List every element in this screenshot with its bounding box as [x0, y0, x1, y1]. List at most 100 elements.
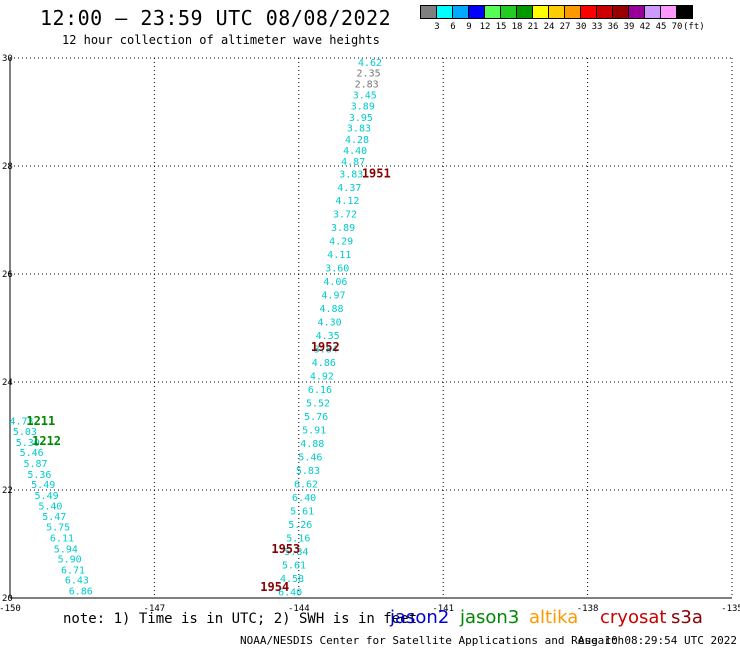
data-point-label: 2.83 [355, 79, 379, 90]
data-point-label: 5.52 [306, 399, 330, 410]
data-point-label: 6.11 [50, 534, 74, 545]
data-point-label: 5.91 [302, 426, 326, 437]
pass-time-label: 1212 [32, 434, 61, 448]
sat-s3a: s3a [671, 607, 703, 628]
legend-label: 6 [450, 22, 456, 32]
legend-label: 42 [639, 22, 651, 32]
legend-label: 70 [671, 22, 683, 32]
data-point-label: 5.84 [284, 547, 308, 558]
legend-label: 9 [466, 22, 472, 32]
data-point-label: 4.92 [310, 372, 334, 383]
data-point-label: 4.37 [337, 183, 361, 194]
legend-label: 39 [623, 22, 635, 32]
data-point-label: 6.40 [278, 588, 302, 599]
data-point-label: 5.61 [282, 561, 306, 572]
data-point-label: 4.06 [323, 277, 347, 288]
data-point-label: 6.86 [69, 586, 93, 597]
data-point-label: 3.89 [331, 223, 355, 234]
data-point-label: 4.97 [321, 291, 345, 302]
legend-label: 45 [655, 22, 667, 32]
x-tick-label: -135 [721, 604, 740, 614]
x-tick-label: -150 [0, 604, 21, 614]
y-tick-label: 20 [2, 594, 13, 604]
legend-label: 27 [559, 22, 571, 32]
chart-subtitle: 12 hour collection of altimeter wave hei… [62, 33, 380, 47]
data-point-label: 5.83 [296, 466, 320, 477]
sat-jason2: jason2 [390, 607, 450, 628]
data-point-label: 6.40 [292, 493, 316, 504]
data-point-label: 5.75 [46, 523, 70, 534]
data-point-label: 4.12 [335, 196, 359, 207]
data-point-label: 5.47 [42, 512, 66, 523]
data-point-label: 4.73 [10, 416, 34, 427]
credit-line: NOAA/NESDIS Center for Satellite Applica… [240, 634, 625, 647]
data-point-label: 5.46 [298, 453, 322, 464]
data-point-label: 4.88 [319, 304, 343, 315]
data-point-label: 4.29 [329, 237, 353, 248]
sat-cryosat: cryosat [600, 607, 667, 628]
pass-time-label: 1211 [26, 414, 55, 428]
data-point-label: 5.87 [23, 459, 47, 470]
data-point-label: 4.28 [345, 135, 369, 146]
data-point-label: 5.46 [20, 448, 44, 459]
legend-swatches [420, 5, 693, 19]
data-point-label: 3.45 [353, 91, 377, 102]
pass-time-label: 1953 [271, 542, 300, 556]
data-point-label: 5.30 [16, 438, 40, 449]
y-tick-label: 24 [2, 378, 13, 388]
generated-timestamp: Aug 10 08:29:54 UTC 2022 [578, 634, 737, 647]
sat-jason3: jason3 [460, 607, 520, 628]
color-legend: 3 6 9 12 15 18 21 24 27 30 33 36 39 42 45 70 (ft) [420, 5, 705, 32]
legend-label: 12 [479, 22, 491, 32]
data-point-label: 5.94 [54, 544, 78, 555]
chart-title: 12:00 – 23:59 UTC 08/08/2022 [40, 6, 392, 30]
data-point-label: 4.86 [312, 358, 336, 369]
data-point-label: 4.40 [343, 146, 367, 157]
x-tick-label: -144 [288, 604, 310, 614]
data-point-label: 5.90 [58, 555, 82, 566]
x-tick-label: -141 [432, 604, 454, 614]
data-point-label: 3.72 [333, 210, 357, 221]
x-tick-label: -147 [144, 604, 166, 614]
data-point-label: 3.83 [347, 124, 371, 135]
y-tick-label: 26 [2, 270, 13, 280]
data-point-label: 2.35 [357, 69, 381, 80]
legend-label: 36 [607, 22, 619, 32]
data-point-label: 6.62 [294, 480, 318, 491]
data-point-label: 3.83 [339, 170, 363, 181]
data-point-label: 5.40 [38, 502, 62, 513]
data-point-label: 5.03 [13, 427, 37, 438]
data-point-label: 4.87 [341, 157, 365, 168]
data-point-label: 3.60 [325, 264, 349, 275]
data-point-label: 5.36 [27, 470, 51, 481]
legend-label: 30 [575, 22, 587, 32]
data-point-label: 5.61 [290, 507, 314, 518]
x-tick-label: -138 [577, 604, 599, 614]
note-text: note: 1) Time is in UTC; 2) SWH is in fe… [63, 611, 418, 627]
legend-swatch [676, 5, 693, 19]
data-point-label: 3.95 [349, 113, 373, 124]
sat-altika: altika [529, 607, 579, 628]
data-point-label: 4.35 [316, 331, 340, 342]
pass-time-label: 1952 [311, 340, 340, 354]
data-point-label: 4.62 [358, 58, 382, 69]
legend-label: 33 [591, 22, 603, 32]
data-point-label: 4.88 [300, 439, 324, 450]
data-point-label: 4.30 [318, 318, 342, 329]
data-point-label: 3.89 [351, 102, 375, 113]
pass-time-label: 1951 [362, 166, 391, 180]
legend-label: 24 [543, 22, 555, 32]
pass-time-label: 1954 [260, 580, 289, 594]
data-point-label: 4.58 [280, 574, 304, 585]
y-tick-label: 30 [2, 54, 13, 64]
legend-label: 15 [495, 22, 507, 32]
data-point-label: 5.49 [31, 480, 55, 491]
y-tick-label: 28 [2, 162, 13, 172]
legend-label: 18 [511, 22, 523, 32]
data-point-label: 5.16 [286, 534, 310, 545]
data-point-label: 5.26 [288, 520, 312, 531]
data-point-label: 6.43 [65, 576, 89, 587]
data-point-label: 5.49 [35, 491, 59, 502]
data-point-label: 6.71 [61, 565, 85, 576]
